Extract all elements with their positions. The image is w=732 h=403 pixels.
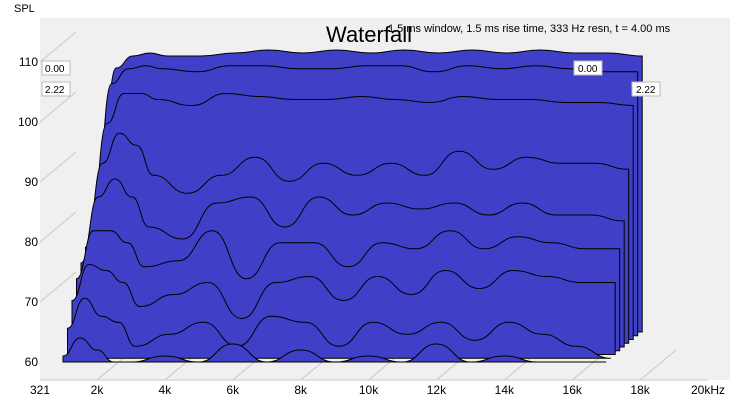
x-tick-label: 321 xyxy=(30,383,50,397)
y-axis-label: SPL xyxy=(14,3,35,15)
x-tick-label: 6k xyxy=(226,383,240,397)
y-tick-label: 70 xyxy=(25,295,39,309)
grid-line xyxy=(39,91,77,123)
x-tick-label: 2k xyxy=(91,383,105,397)
svg-text:2.22: 2.22 xyxy=(636,85,656,96)
x-tick-label: 18k xyxy=(630,383,650,397)
x-tick-label: 14k xyxy=(495,383,515,397)
y-tick-label: 100 xyxy=(18,115,38,129)
y-tick-label: 90 xyxy=(25,175,39,189)
grid-line xyxy=(39,31,77,63)
grid-line xyxy=(39,271,77,303)
svg-text:0.00: 0.00 xyxy=(45,64,65,75)
y-tick-label: 60 xyxy=(25,355,39,369)
waterfall-slice xyxy=(62,337,607,363)
svg-text:2.22: 2.22 xyxy=(45,85,65,96)
x-tick-label: 16k xyxy=(563,383,583,397)
grid-line xyxy=(639,349,677,381)
x-tick-label: 8k xyxy=(294,383,308,397)
grid-line xyxy=(39,151,77,183)
y-tick-label: 80 xyxy=(25,235,39,249)
y-axis-ticks: 60 70 80 90 100 110 xyxy=(18,55,38,369)
y-tick-label: 110 xyxy=(19,55,38,69)
time-label-back-right: 0.00 xyxy=(573,60,603,76)
x-tick-label: 4k xyxy=(159,383,173,397)
svg-text:0.00: 0.00 xyxy=(578,64,598,75)
waterfall-slice xyxy=(67,297,611,359)
chart-title: Waterfall xyxy=(326,22,412,47)
chart-subtitle: 1.5 ms window, 1.5 ms rise time, 333 Hz … xyxy=(388,23,671,35)
time-label-front-left: 2.22 xyxy=(41,81,71,97)
x-tick-label: 10k xyxy=(359,383,379,397)
waterfall-slices xyxy=(62,49,643,363)
x-tick-label: 12k xyxy=(427,383,447,397)
time-label-back-left: 0.00 xyxy=(41,60,71,76)
time-label-front-right: 2.22 xyxy=(631,81,661,97)
x-axis-ticks: 321 2k 4k 6k 8k 10k 12k 14k 16k 18k 20kHz xyxy=(30,383,725,397)
grid-line xyxy=(39,211,77,243)
x-tick-label: 20kHz xyxy=(691,383,725,397)
